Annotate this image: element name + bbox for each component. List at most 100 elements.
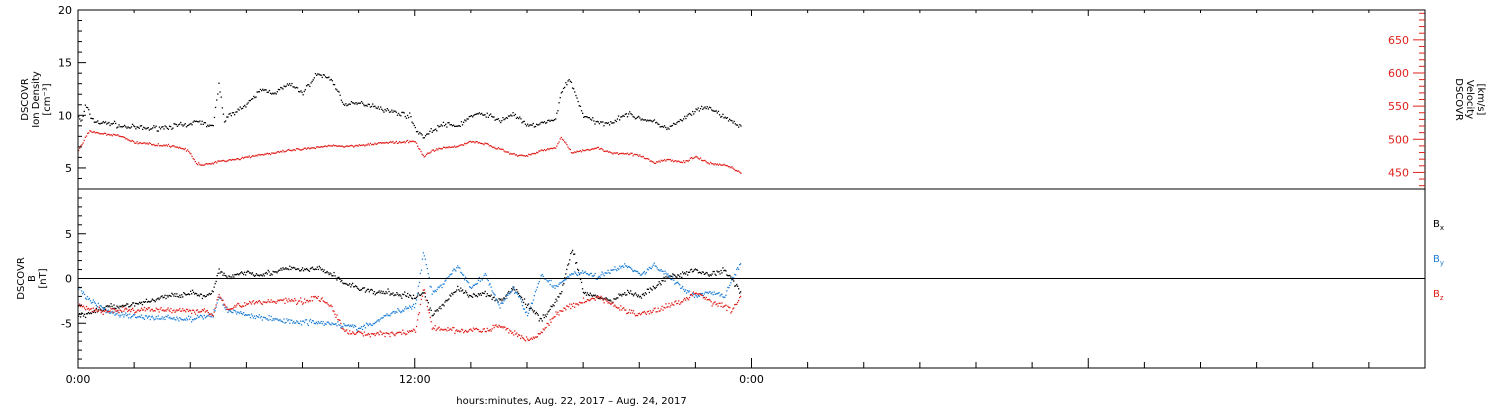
data-point xyxy=(113,304,115,306)
data-point xyxy=(304,268,307,271)
data-point xyxy=(241,156,244,158)
data-point xyxy=(94,309,96,311)
data-point xyxy=(185,126,188,128)
data-point xyxy=(665,276,667,278)
data-point xyxy=(662,270,664,272)
data-point xyxy=(462,329,464,331)
data-point xyxy=(381,333,383,336)
data-point xyxy=(285,267,287,269)
data-point xyxy=(311,300,314,302)
data-point xyxy=(524,303,527,305)
data-point xyxy=(497,326,499,328)
data-point xyxy=(564,277,566,279)
data-point xyxy=(420,133,422,135)
data-point xyxy=(505,117,507,119)
data-point xyxy=(734,169,736,172)
data-point xyxy=(415,299,418,301)
data-point xyxy=(209,163,211,165)
data-point xyxy=(255,154,257,156)
data-point xyxy=(245,106,247,108)
data-point xyxy=(551,318,553,320)
data-point xyxy=(87,298,90,301)
data-point xyxy=(558,296,560,298)
data-point xyxy=(266,152,268,154)
data-point xyxy=(338,276,340,278)
data-point xyxy=(573,302,575,304)
data-point xyxy=(318,300,320,302)
data-point xyxy=(91,301,94,304)
data-point xyxy=(235,311,237,313)
data-point xyxy=(637,116,639,118)
data-point xyxy=(704,298,706,300)
data-point xyxy=(545,122,547,124)
data-point xyxy=(114,307,116,309)
data-point xyxy=(555,147,557,149)
data-point xyxy=(405,306,407,308)
data-point xyxy=(672,122,675,125)
data-point xyxy=(666,306,668,308)
data-point xyxy=(264,301,266,303)
data-point xyxy=(153,299,155,302)
data-point xyxy=(194,120,196,123)
data-point xyxy=(424,135,427,137)
data-point xyxy=(631,114,633,116)
data-point xyxy=(736,124,739,126)
data-point xyxy=(369,336,371,338)
data-point xyxy=(686,115,688,117)
data-point xyxy=(478,330,480,333)
data-point xyxy=(79,313,81,315)
data-point xyxy=(96,121,98,123)
data-point xyxy=(689,269,692,271)
data-point xyxy=(438,147,440,149)
data-point xyxy=(382,109,384,112)
data-point xyxy=(349,330,351,332)
data-point xyxy=(317,73,319,75)
data-point xyxy=(504,326,506,328)
data-point xyxy=(225,160,227,163)
data-point xyxy=(353,146,355,148)
data-point xyxy=(583,149,585,152)
data-point xyxy=(650,268,652,270)
data-point xyxy=(637,313,640,315)
data-point xyxy=(613,298,615,300)
data-point xyxy=(665,272,667,274)
data-point xyxy=(732,278,734,281)
data-point xyxy=(187,293,189,295)
data-point xyxy=(621,295,623,297)
data-point xyxy=(739,171,741,173)
data-point xyxy=(115,134,117,136)
data-point xyxy=(688,112,690,115)
data-point xyxy=(235,306,237,308)
data-point xyxy=(401,297,403,299)
data-point xyxy=(181,147,183,150)
data-point xyxy=(694,294,697,296)
data-point xyxy=(512,112,514,114)
data-point xyxy=(599,296,601,299)
data-point xyxy=(323,269,325,271)
data-point xyxy=(598,123,601,125)
data-point xyxy=(534,153,537,155)
data-point xyxy=(413,307,416,309)
data-point xyxy=(405,117,408,119)
data-point xyxy=(493,293,495,295)
data-point xyxy=(546,149,548,151)
data-point xyxy=(643,310,645,313)
data-point xyxy=(721,164,723,166)
data-point xyxy=(404,332,406,335)
data-point xyxy=(644,312,646,314)
data-point xyxy=(108,310,110,313)
data-point xyxy=(252,98,254,100)
data-point xyxy=(627,266,629,269)
data-point xyxy=(293,86,295,88)
data-point xyxy=(695,292,698,294)
data-point xyxy=(130,305,132,307)
data-point xyxy=(455,146,457,149)
data-point xyxy=(410,330,412,333)
data-point xyxy=(651,160,653,163)
data-point xyxy=(409,112,411,114)
data-point xyxy=(620,305,622,307)
data-point xyxy=(204,311,206,313)
data-point xyxy=(718,114,721,116)
data-point xyxy=(301,324,303,326)
data-point xyxy=(388,141,391,143)
